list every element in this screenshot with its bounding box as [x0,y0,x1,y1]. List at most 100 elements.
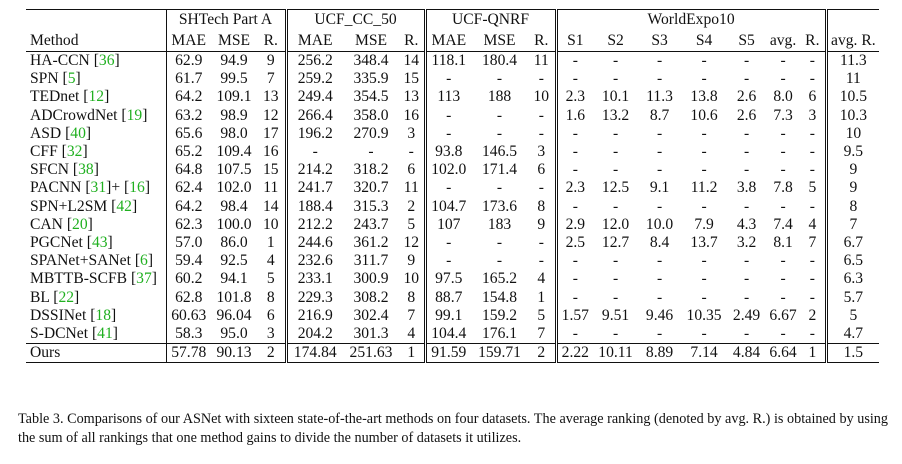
value-cell: - [701,270,707,288]
value-cell: 5 [266,270,275,288]
method-cell: S-DCNet [41] [26,325,166,344]
value-cell: - [780,270,786,288]
bracket-close: ] [111,306,117,324]
value-cell: 11.3 [646,88,673,106]
citation-link[interactable]: 18 [95,306,112,324]
value-cell: - [780,197,786,215]
value-cell: 58.3 [165,325,211,344]
value-cell: 7 [407,306,416,324]
value-cell: 61.7 [165,70,211,89]
citation-link[interactable]: 40 [70,124,86,142]
value-cell: 107 [423,215,472,235]
citation-link[interactable]: 43 [91,234,108,252]
value-cell: 171.4 [481,161,518,179]
column-header: MSE [343,31,399,52]
value-cell: 8 [266,288,275,306]
value-cell: 62.9 [165,51,211,71]
value-cell: - [743,143,750,161]
value-cell: - [743,70,750,88]
value-cell: - [809,161,815,179]
value-cell: 9 [824,179,880,198]
bracket-close: ] [106,179,112,197]
value-cell: - [612,143,619,161]
bracket-open: [ [61,143,67,161]
value-cell: - [656,252,663,270]
bracket-open: [ [86,234,92,252]
value-cell: 2.5 [554,234,594,253]
value-cell: - [743,161,750,179]
citation-link[interactable]: 16 [129,179,145,197]
value-cell: 10 [403,270,420,288]
value-cell: 354.5 [353,88,389,106]
value-cell: 7 [537,325,546,343]
method-cell: CFF [32] [26,143,166,161]
column-header: MSE [471,31,529,52]
value-cell: 62.4 [165,179,211,198]
value-cell: 9 [407,252,416,270]
value-cell: 11 [824,70,880,89]
value-cell: - [538,234,544,252]
value-cell: 102.0 [423,161,472,180]
citation-link[interactable]: 32 [66,143,83,161]
citation-link[interactable]: 41 [97,325,113,343]
value-cell: 270.9 [353,124,389,142]
method-cell: PGCNet [43] [26,234,166,252]
citation-link[interactable]: 22 [58,288,75,306]
value-cell: 7.4 [773,215,793,233]
value-cell: 320.7 [353,179,389,197]
value-cell: - [423,124,472,144]
value-cell: - [496,70,503,88]
value-cell: - [554,197,594,216]
value-cell: 159.2 [481,306,518,324]
value-cell: 8.1 [773,234,793,252]
citation-link[interactable]: 38 [78,161,94,179]
value-cell: - [780,252,786,270]
value-cell: - [809,325,815,343]
value-cell: 14 [403,52,420,69]
value-cell: - [496,252,503,270]
value-cell: 249.4 [284,88,343,107]
table-row: SPN [5] 61.7 99.5 7 259.2 335.9 15- - - - - - - - - -11 [26,70,880,89]
value-cell: 165.2 [481,270,518,288]
bracket-open: [ [134,252,141,270]
value-cell: 6 [266,306,275,324]
citation-link[interactable]: 5 [67,70,76,88]
column-header: S5 [727,31,767,52]
value-cell: 5.7 [824,288,880,307]
citation-link[interactable]: 42 [116,197,132,215]
value-cell: 1 [800,343,827,364]
citation-link[interactable]: 12 [88,88,105,106]
value-cell: 65.6 [165,124,211,144]
citation-link[interactable]: 36 [98,52,115,69]
value-cell: - [656,52,663,69]
value-cell: 88.7 [423,288,472,307]
column-header: R. [257,31,286,52]
column-header: R. [399,31,426,52]
value-cell: 302.4 [353,306,389,324]
value-cell: 1 [399,343,426,364]
bracket-close: ] [107,234,113,252]
value-cell: 98.9 [220,106,248,124]
column-header: MAE [165,31,211,52]
value-cell: 2 [528,343,557,364]
value-cell: 2.3 [554,179,594,198]
value-cell: 3 [808,106,817,124]
value-cell: - [809,288,815,306]
value-cell: 9 [824,161,880,180]
citation-link[interactable]: 6 [140,252,148,270]
value-cell: 7.14 [681,343,728,364]
value-cell: 8.0 [773,88,793,106]
method-name: ADCrowdNet [30,106,122,124]
value-cell: 101.8 [216,288,252,306]
citation-link[interactable]: 19 [126,106,143,124]
citation-link[interactable]: 31 [90,179,107,197]
value-cell: - [743,52,750,69]
value-cell: 98.0 [220,124,248,142]
value-cell: 104.7 [423,197,472,216]
value-cell: 9.46 [645,306,674,324]
citation-link[interactable]: 20 [72,215,88,233]
bracket-close: ] [131,197,138,215]
value-cell: - [701,161,707,179]
citation-link[interactable]: 37 [136,270,152,288]
value-cell: 315.3 [353,197,389,215]
